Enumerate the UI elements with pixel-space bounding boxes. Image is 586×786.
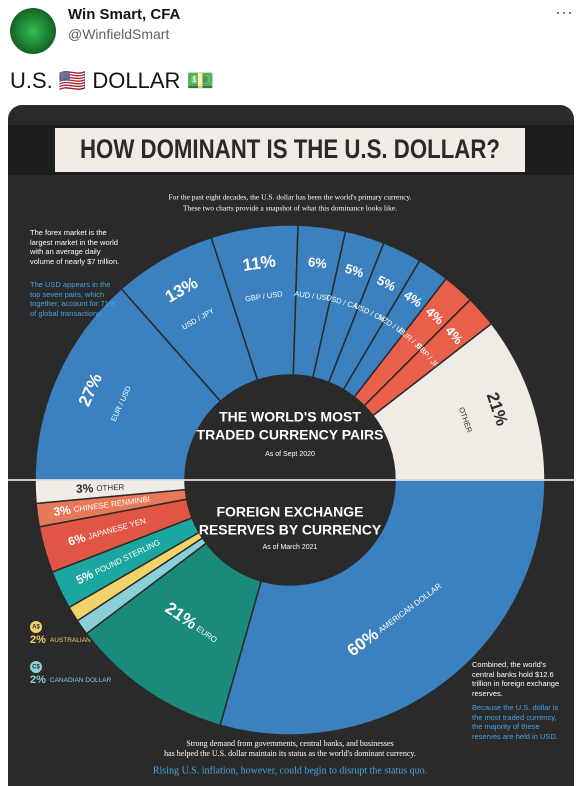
author[interactable]: Win Smart, CFA	[68, 6, 181, 23]
slice-name-label: OTHER	[96, 483, 125, 493]
slice-value-label: 2%	[30, 634, 46, 646]
menu[interactable]: ···	[555, 2, 573, 22]
slice-value-label: 6%	[307, 254, 328, 271]
handle[interactable]: @WinfieldSmart	[68, 26, 170, 42]
chart-title: THE WORLD'S MOST	[219, 409, 361, 425]
slice-label: 3% OTHER	[76, 480, 125, 496]
note: The forex market is the largest market i…	[30, 228, 120, 266]
slice-value-label: 3%	[76, 481, 94, 496]
slice-value-label: 5%	[343, 261, 366, 281]
slice-value-label: 2%	[30, 674, 46, 686]
slice-label: 2% AUSTRALIAN DOLLAR	[30, 634, 119, 646]
title: HOW DOMINANT IS THE U.S. DOLLAR?	[80, 134, 500, 164]
currency-code: A$	[32, 625, 40, 631]
tweet-text: U.S. 🇺🇸 DOLLAR 💵	[10, 68, 214, 93]
footer: has helped the U.S. dollar maintain its …	[164, 749, 416, 758]
slice-name-label: AUSTRALIAN DOLLAR	[50, 637, 119, 644]
slice-value-label: 5%	[74, 567, 96, 587]
footer: Strong demand from governments, central …	[186, 739, 393, 748]
currency-code: C$	[32, 665, 40, 671]
chart-title: RESERVES BY CURRENCY	[199, 522, 382, 538]
intro: For the past eight decades, the U.S. dol…	[168, 193, 411, 202]
slice-value-label: 6%	[67, 531, 88, 549]
slice-name-label: CANADIAN DOLLAR	[50, 677, 112, 684]
closing: Rising U.S. inflation, however, could be…	[153, 765, 427, 776]
chart-title: TRADED CURRENCY PAIRS	[197, 427, 384, 443]
title-box	[55, 128, 525, 172]
avatar[interactable]	[10, 8, 56, 54]
note: The USD appears in the top seven pairs, …	[30, 280, 116, 318]
slice-label: 2% CANADIAN DOLLAR	[30, 674, 112, 686]
intro: These two charts provide a snapshot of w…	[183, 204, 397, 213]
note: Because the U.S. dollar is the most trad…	[472, 703, 559, 741]
chart-date: As of Sept 2020	[265, 451, 315, 458]
note: Combined, the world's central banks hold…	[472, 660, 560, 698]
chart-date: As of March 2021	[263, 544, 318, 551]
chart-title: FOREIGN EXCHANGE	[216, 504, 363, 520]
currency-badge	[30, 621, 42, 633]
currency-badge	[30, 661, 42, 673]
slice-value-label: 3%	[53, 503, 72, 519]
slice-value-label: 11%	[241, 251, 276, 274]
